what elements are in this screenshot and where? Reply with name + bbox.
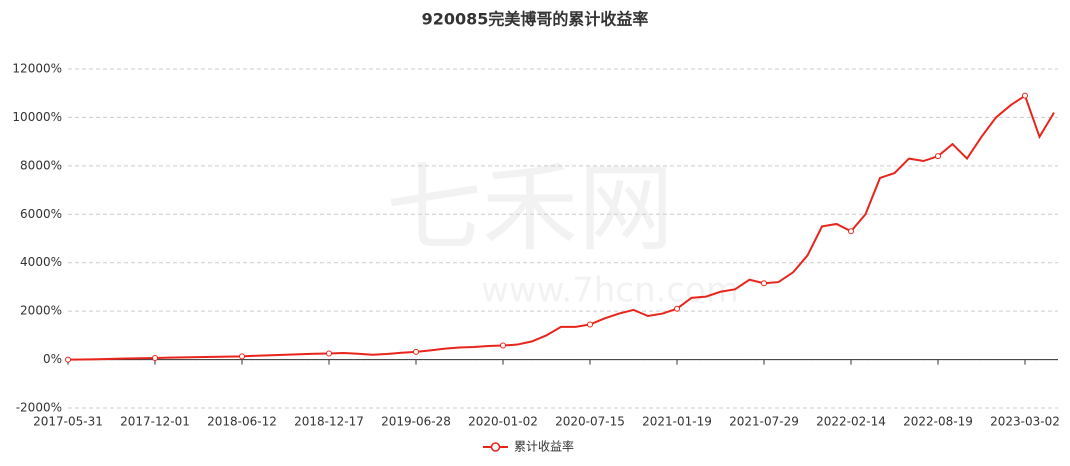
- x-tick-label: 2020-01-02: [468, 415, 538, 429]
- point: [674, 305, 680, 312]
- point: [326, 350, 332, 357]
- y-tick-label: 0%: [43, 352, 62, 366]
- x-tick-label: 2017-05-31: [33, 415, 103, 429]
- x-tick-label: 2018-12-17: [294, 415, 364, 429]
- point: [848, 228, 854, 235]
- line: [67, 94, 1055, 361]
- y-tick-label: 2000%: [20, 304, 62, 318]
- legend-marker: [490, 442, 501, 452]
- x-tick-label: 2021-07-29: [729, 415, 799, 429]
- legend-label: 累计收益率: [514, 439, 574, 454]
- y-tick-label: 4000%: [20, 255, 62, 269]
- y-tick-label: 10000%: [12, 110, 62, 124]
- point: [152, 354, 158, 361]
- y-tick-label: -2000%: [16, 401, 62, 415]
- x-tick-label: 2017-12-01: [120, 415, 190, 429]
- point: [935, 153, 941, 160]
- x-tick-label: 2021-01-19: [642, 415, 712, 429]
- point: [587, 321, 593, 328]
- point: [761, 280, 767, 287]
- point: [1022, 92, 1028, 99]
- y-tick-label: 12000%: [12, 62, 62, 76]
- point: [500, 342, 506, 349]
- x-tick-label: 2023-03-02: [990, 415, 1060, 429]
- point: [239, 353, 245, 360]
- watermark: 七禾网: [386, 152, 674, 264]
- y-tick-label: 6000%: [20, 207, 62, 221]
- x-tick-label: 2019-06-28: [381, 415, 451, 429]
- point: [413, 348, 419, 355]
- chart-title: 920085完美博哥的累计收益率: [422, 10, 649, 29]
- x-tick-label: 2020-07-15: [555, 415, 625, 429]
- x-tick-label: 2022-02-14: [816, 415, 886, 429]
- watermark-url: www.7hcn.com: [481, 271, 739, 311]
- y-tick-label: 8000%: [20, 158, 62, 172]
- x-tick-label: 2018-06-12: [207, 415, 277, 429]
- x-tick-label: 2022-08-19: [903, 415, 973, 429]
- point: [65, 356, 71, 363]
